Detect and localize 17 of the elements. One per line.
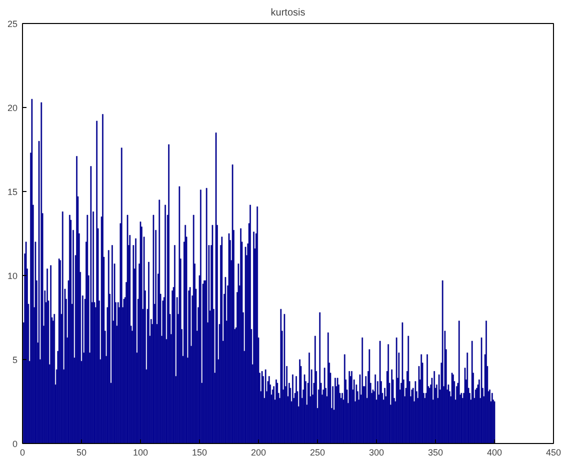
x-tick-label: 250 [310,448,326,458]
y-tick-label: 10 [7,271,18,281]
x-tick-label: 350 [428,448,444,458]
x-tick-label: 400 [486,448,502,458]
y-tick-label: 20 [7,103,18,113]
x-tick-label: 150 [192,448,208,458]
y-tick-label: 0 [12,439,18,449]
y-tick-label: 5 [12,355,18,365]
x-tick-label: 0 [20,448,26,458]
x-tick-label: 100 [132,448,148,458]
chart-title: kurtosis [270,8,306,18]
y-tick-label: 15 [7,187,18,197]
y-tick-label: 25 [7,19,18,29]
x-tick-label: 200 [250,448,266,458]
x-tick-label: 300 [368,448,384,458]
x-tick-label: 450 [546,448,562,458]
x-tick-label: 50 [76,448,87,458]
